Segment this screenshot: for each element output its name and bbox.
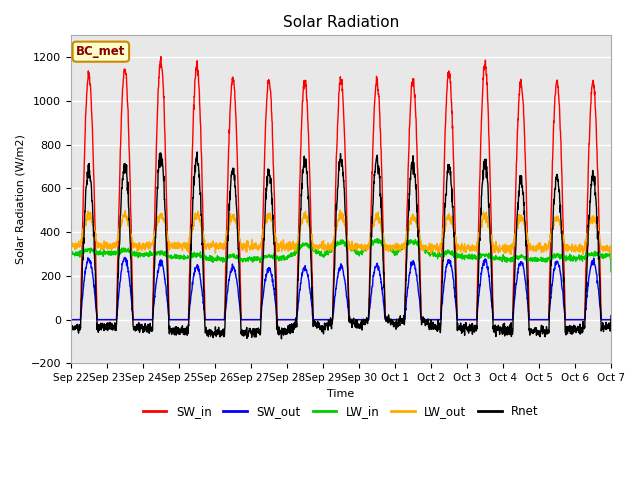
Rnet: [560, 275, 568, 281]
LW_out: [356, 242, 364, 248]
Line: LW_in: LW_in: [71, 239, 611, 272]
SW_out: [559, 297, 567, 302]
LW_out: [559, 233, 567, 239]
SW_in: [369, 170, 376, 176]
Rnet: [357, 323, 365, 328]
LW_in: [607, 269, 615, 275]
X-axis label: Time: Time: [327, 389, 355, 399]
Line: SW_in: SW_in: [71, 57, 611, 320]
LW_in: [575, 254, 582, 260]
SW_out: [575, 317, 582, 323]
Line: Rnet: Rnet: [71, 152, 611, 339]
LW_out: [607, 255, 615, 261]
SW_out: [67, 317, 75, 323]
Line: LW_out: LW_out: [71, 210, 611, 258]
LW_out: [337, 207, 344, 213]
LW_in: [368, 237, 376, 243]
LW_out: [369, 224, 376, 230]
SW_in: [607, 317, 615, 323]
LW_in: [218, 255, 225, 261]
Rnet: [369, 212, 376, 217]
LW_out: [218, 243, 225, 249]
SW_out: [121, 254, 129, 260]
LW_in: [356, 249, 364, 254]
SW_in: [498, 317, 506, 323]
SW_in: [157, 54, 164, 60]
Rnet: [193, 149, 201, 155]
Legend: SW_in, SW_out, LW_in, LW_out, Rnet: SW_in, SW_out, LW_in, LW_out, Rnet: [138, 401, 543, 423]
LW_in: [374, 236, 381, 241]
Title: Solar Radiation: Solar Radiation: [283, 15, 399, 30]
Rnet: [499, 328, 506, 334]
SW_out: [607, 317, 615, 323]
SW_in: [575, 317, 582, 323]
SW_out: [356, 317, 364, 323]
LW_in: [498, 258, 506, 264]
LW_in: [67, 252, 75, 257]
Rnet: [218, 333, 225, 338]
Text: BC_met: BC_met: [76, 45, 125, 58]
LW_in: [559, 255, 567, 261]
Rnet: [575, 324, 582, 330]
SW_in: [67, 317, 75, 323]
SW_out: [498, 317, 506, 323]
LW_out: [498, 246, 506, 252]
SW_in: [218, 317, 225, 323]
Line: SW_out: SW_out: [71, 257, 611, 320]
SW_out: [369, 283, 376, 289]
Rnet: [67, 325, 75, 331]
Rnet: [278, 336, 285, 342]
LW_out: [67, 242, 75, 248]
Rnet: [607, 313, 615, 319]
Y-axis label: Solar Radiation (W/m2): Solar Radiation (W/m2): [15, 134, 25, 264]
SW_in: [356, 317, 364, 323]
SW_out: [218, 317, 225, 323]
LW_out: [575, 246, 582, 252]
SW_in: [559, 237, 567, 243]
